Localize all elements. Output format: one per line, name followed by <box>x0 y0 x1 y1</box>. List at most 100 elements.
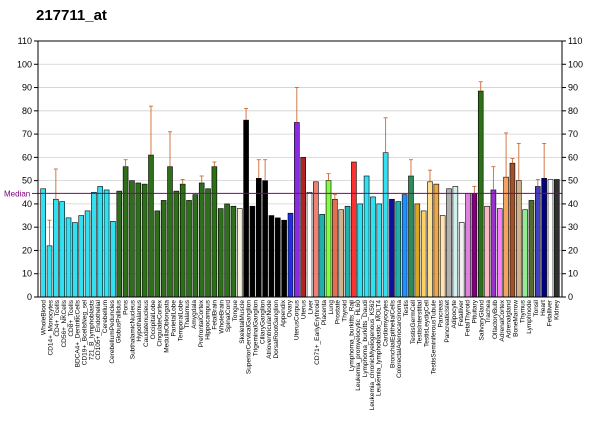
bar <box>351 161 357 298</box>
bar <box>78 215 84 298</box>
bar <box>370 196 376 298</box>
y-tick-label-right: 100 <box>568 59 583 69</box>
category-label: AtrioventricularNode <box>266 300 273 359</box>
category-label: Pituitary <box>471 299 478 323</box>
category-label: CingulateCortex <box>157 299 164 346</box>
category-label: OccipitalLobe <box>150 300 157 340</box>
category-label: DorsalRootGanglion <box>273 300 280 359</box>
category-label: BDCA4+_DentriticCells <box>75 299 82 367</box>
bar <box>249 205 256 298</box>
category-label: ParietalLobe <box>170 300 177 337</box>
bar <box>236 208 243 298</box>
category-label: SkeletalMuscle <box>239 300 246 344</box>
category-label: Appendix <box>280 299 287 327</box>
y-tick-label-right: 20 <box>568 245 578 255</box>
category-label: ColorectalAdenocarcinoma <box>396 300 403 378</box>
y-tick-label-right: 80 <box>568 106 578 116</box>
bar <box>338 209 344 298</box>
y-tick-label-left: 0 <box>27 292 32 302</box>
bar <box>306 191 313 298</box>
category-label: Leukemia_chronicMyelogenous_K562 <box>369 300 376 411</box>
category-label: TestisGermCell <box>410 299 417 344</box>
bar <box>547 179 554 298</box>
median-line-group: Median <box>4 189 562 198</box>
category-label: Adipocyte <box>451 300 458 329</box>
bar <box>40 188 46 298</box>
category-label: CD14+_Monocytes <box>47 299 54 355</box>
bar <box>433 183 440 298</box>
category-label: Placenta <box>321 300 328 326</box>
bar <box>465 193 471 298</box>
bar <box>446 188 452 298</box>
bar <box>471 193 478 298</box>
bar <box>496 208 503 298</box>
category-label: Cerebellum <box>102 300 109 333</box>
median-label: Median <box>4 189 30 198</box>
y-tick-label-left: 110 <box>18 36 32 46</box>
category-label: Tongue <box>232 300 239 322</box>
bar <box>528 200 535 298</box>
axes: 0 0 10 10 20 20 30 30 40 40 50 50 60 60 70 70 80 80 90 90 10… <box>17 36 583 302</box>
bar <box>72 222 78 298</box>
category-label: PancreaticIslet <box>444 300 451 343</box>
category-label: CD105+_Endothelial <box>95 299 102 359</box>
category-label: Ovary <box>287 299 294 317</box>
bar <box>382 152 389 298</box>
category-label: Fetalliver <box>547 299 554 326</box>
y-tick-label-left: 60 <box>22 152 32 162</box>
bar <box>192 194 199 298</box>
y-tick-label-right: 10 <box>568 269 578 279</box>
bar <box>110 221 116 298</box>
category-label: Adrenalgland <box>506 300 513 339</box>
bar <box>477 90 484 298</box>
category-label: Trachea <box>485 300 492 324</box>
category-label: CiliaryGanglion <box>259 300 266 344</box>
chart-title: 217711_at <box>36 7 107 24</box>
category-label: WholeBrain <box>218 300 225 334</box>
bar <box>135 182 142 298</box>
bar <box>230 205 237 298</box>
y-tick-label-left: 30 <box>22 222 32 232</box>
category-label: BoneMarrow <box>513 300 520 337</box>
bar <box>262 180 268 298</box>
bar <box>357 203 364 298</box>
bar <box>84 210 91 298</box>
bar <box>243 119 249 298</box>
category-label: WholeBlood <box>40 300 47 335</box>
bar <box>148 154 154 298</box>
category-label: SpinalCord <box>225 300 232 333</box>
category-label: SuperiorCervicalGanglion <box>246 300 253 374</box>
category-label: MedullaOblongata <box>164 300 171 353</box>
y-tick-label-left: 90 <box>22 83 32 93</box>
bar <box>160 200 167 298</box>
bar <box>59 201 65 298</box>
bar <box>408 175 414 298</box>
y-tick-label-left: 80 <box>22 106 32 116</box>
bar <box>205 188 211 298</box>
category-label: Cardiomyocytes <box>383 299 390 346</box>
bar <box>141 183 148 298</box>
category-label: TestisLeydigCell <box>424 299 431 347</box>
category-label: Thymus <box>519 299 526 323</box>
y-tick-label-left: 70 <box>22 129 32 139</box>
category-label: CD4+_Tcells <box>54 299 61 336</box>
plot-frame <box>37 40 563 298</box>
category-label: Lymphoma_burkitts_Daudi <box>362 300 369 377</box>
bar <box>268 215 275 298</box>
category-labels: WholeBlood CD14+_Monocytes CD4+_Tcells CD56… <box>40 299 560 410</box>
category-label: Kidney <box>554 299 561 320</box>
category-label: Leukemia_lymphoblastic_MOLT4 <box>376 300 383 396</box>
bar <box>217 208 224 298</box>
category-label: CD71+_EarlyErythroid <box>314 300 321 365</box>
bar <box>503 176 509 298</box>
bar <box>53 198 59 298</box>
y-tick-label-left: 10 <box>22 269 32 279</box>
bar <box>516 180 522 298</box>
category-label: OlfactoryBulb <box>492 300 499 339</box>
error-bars <box>47 81 547 246</box>
bar <box>522 209 528 298</box>
y-tick-label-right: 50 <box>568 176 578 186</box>
bar <box>122 166 129 298</box>
bar <box>439 215 446 298</box>
